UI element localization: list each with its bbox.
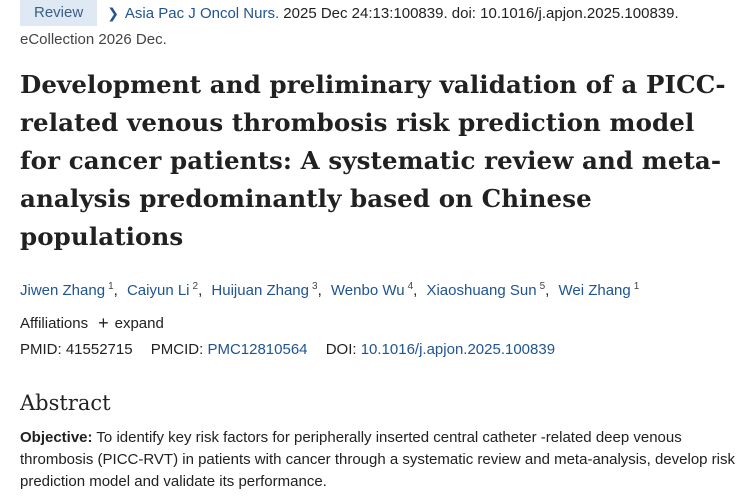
doi-label: DOI: <box>325 341 357 358</box>
article-title: Development and preliminary validation o… <box>20 70 726 251</box>
plus-icon: + <box>98 313 109 333</box>
identifiers: PMID: 41552715 PMCID: PMC12810564 DOI: 1… <box>20 341 740 358</box>
pmcid-label: PMCID: <box>150 341 204 358</box>
doi-link[interactable]: 10.1016/j.apjon.2025.100839 <box>360 341 556 358</box>
chevron-right-icon: ❯ <box>107 4 119 21</box>
objective-text: To identify key risk factors for periphe… <box>20 429 736 490</box>
pmcid-link[interactable]: PMC12810564 <box>207 341 308 358</box>
author-link[interactable]: Huijuan Zhang 3 <box>211 281 318 299</box>
journal-link[interactable]: Asia Pac J Oncol Nurs. <box>124 4 280 22</box>
expand-affiliations-button[interactable]: + expand <box>98 314 164 332</box>
author-link[interactable]: Jiwen Zhang 1 <box>20 281 114 299</box>
objective-label: Objective: <box>20 429 93 446</box>
citation: Asia Pac J Oncol Nurs. 2025 Dec 24:13:10… <box>125 5 679 22</box>
pmid-label: PMID: <box>20 341 62 358</box>
author-link[interactable]: Xiaoshuang Sun 5 <box>426 281 546 299</box>
author-link[interactable]: Wei Zhang 1 <box>558 281 640 299</box>
abstract-heading: Abstract <box>20 391 111 415</box>
pmid-value: 41552715 <box>65 341 133 358</box>
article-header: Review ❯ Asia Pac J Oncol Nurs. 2025 Dec… <box>20 0 740 493</box>
citation-details: 2025 Dec 24:13:100839. doi: 10.1016/j.ap… <box>279 4 679 22</box>
article-type-badge: Review <box>20 0 98 26</box>
author-link[interactable]: Wenbo Wu 4 <box>330 281 414 299</box>
expand-label: expand <box>114 314 164 332</box>
abstract-text: Objective: To identify key risk factors … <box>20 427 740 493</box>
affiliations-row: Affiliations + expand <box>20 314 740 332</box>
author-link[interactable]: Caiyun Li 2 <box>126 281 199 299</box>
authors-list: Jiwen Zhang 1, Caiyun Li 2, Huijuan Zhang 3… <box>20 281 640 299</box>
ecollection: eCollection 2026 Dec. <box>20 31 167 48</box>
affiliations-label: Affiliations <box>20 314 89 332</box>
citation-line: Review ❯ Asia Pac J Oncol Nurs. 2025 Dec… <box>20 0 740 26</box>
